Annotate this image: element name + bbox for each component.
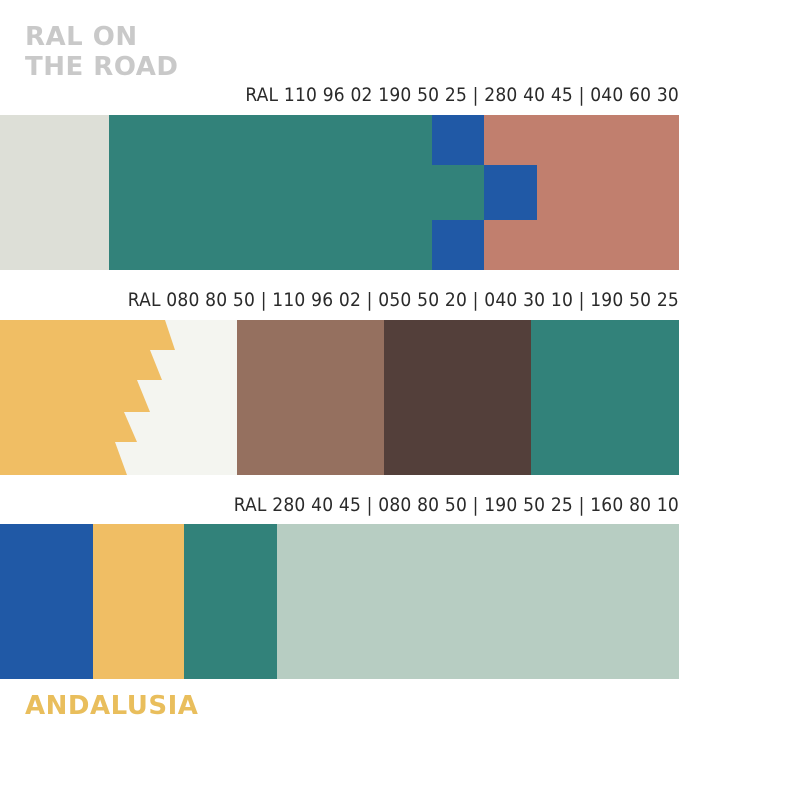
swatch-blue [0, 524, 93, 679]
swatch-light-grey [0, 115, 109, 270]
title-line-2: THE ROAD [25, 52, 179, 82]
title-line-1: RAL ON [25, 22, 138, 52]
swatch-teal [109, 115, 432, 270]
region-label: ANDALUSIA [25, 691, 199, 721]
palette-3-caption: RAL 280 40 45 | 080 80 50 | 190 50 25 | … [233, 494, 679, 516]
palette-1-graphic [0, 115, 679, 270]
palette-3-swatch-band [0, 524, 679, 679]
checker-blue-bottom [432, 220, 484, 270]
palette-1-caption: RAL 110 96 02 190 50 25 | 280 40 45 | 04… [245, 84, 679, 106]
palette-2-swatch-band [0, 320, 679, 475]
palette-2-graphic [0, 320, 679, 475]
swatch-teal [184, 524, 277, 679]
checker-blue-middle [484, 165, 537, 220]
swatch-brown [237, 320, 384, 475]
checker-teal-middle [432, 165, 484, 220]
poster-title: RAL ON THE ROAD [25, 22, 178, 82]
palette-1-swatch-band [0, 115, 679, 270]
swatch-yellow [93, 524, 184, 679]
palette-3-graphic [0, 524, 679, 679]
checker-blue-top [432, 115, 484, 165]
palette-2-caption: RAL 080 80 50 | 110 96 02 | 050 50 20 | … [127, 289, 679, 311]
swatch-teal [531, 320, 679, 475]
swatch-dark-brown [384, 320, 531, 475]
swatch-mint [277, 524, 679, 679]
swatch-yellow-jagged [0, 320, 175, 475]
